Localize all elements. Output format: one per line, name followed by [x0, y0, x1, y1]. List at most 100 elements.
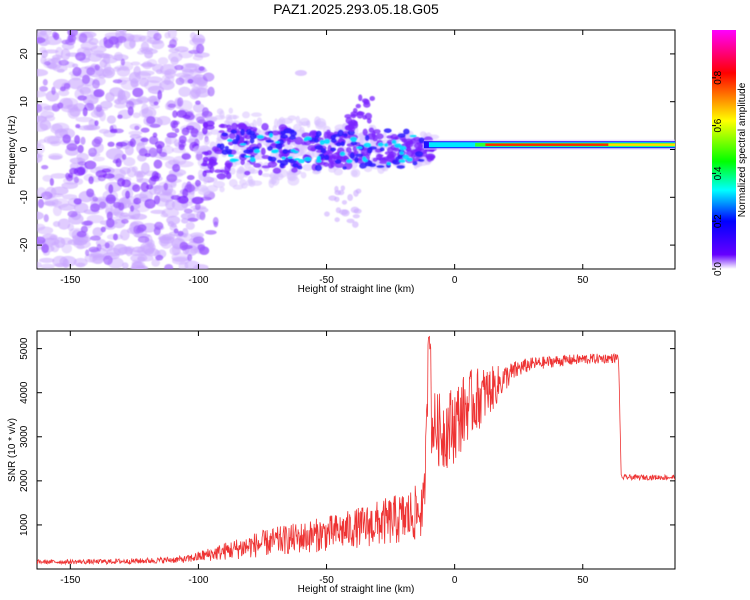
heatmap-cell [260, 147, 266, 156]
heatmap-cell [331, 152, 341, 160]
heatmap-cell [166, 132, 178, 139]
heatmap-cell [340, 140, 346, 147]
heatmap-cell [173, 228, 179, 234]
snr-series [37, 335, 675, 566]
heatmap-cell [289, 130, 298, 137]
heatmap-cell [170, 56, 179, 66]
heatmap-cell [224, 145, 229, 150]
heatmap-cell [42, 78, 48, 86]
heatmap-cell [92, 156, 105, 162]
heatmap-cell [128, 130, 143, 136]
heatmap-cell [85, 249, 90, 257]
heatmap-cell [177, 97, 184, 107]
heatmap-cell [112, 66, 122, 72]
heatmap-cell [322, 162, 330, 167]
heatmap-cell [144, 50, 154, 59]
heatmap-cell [105, 92, 115, 102]
heatmap-cell [298, 158, 305, 164]
heatmap-cell [382, 131, 387, 140]
heatmap-cell [146, 184, 154, 190]
snr-x-axis: -150 -100 -50 0 50 [60, 331, 589, 586]
heatmap-cell [45, 58, 62, 70]
heatmap-cell [195, 100, 201, 105]
heatmap-cell [235, 134, 241, 141]
heatmap-cell [50, 173, 67, 179]
heatmap-cell [61, 243, 73, 254]
heatmap-cell [352, 214, 360, 219]
heatmap-cell [155, 254, 164, 261]
heatmap-cell [306, 120, 311, 128]
heatmap-cell [88, 246, 100, 253]
heatmap-cell [125, 100, 135, 110]
heatmap-cell [75, 51, 86, 61]
heatmap-cell [412, 160, 418, 166]
heatmap-cell [114, 99, 121, 105]
heatmap-cell [140, 137, 149, 143]
heatmap-cell [112, 54, 129, 61]
heatmap-cell [178, 86, 191, 97]
heatmap-cell [353, 150, 359, 155]
heatmap-cell [205, 120, 215, 127]
heatmap-cell [88, 37, 99, 46]
heatmap-cell [335, 142, 342, 147]
spectrogram-x-tick-label: 50 [577, 275, 589, 286]
heatmap-cell [253, 163, 262, 168]
heatmap-cell [41, 191, 53, 200]
heatmap-cell [221, 149, 229, 156]
heatmap-cell [68, 172, 74, 179]
heatmap-cell [358, 94, 363, 102]
snr-x-label: Height of straight line (km) [298, 584, 415, 595]
heatmap-cell [61, 39, 70, 45]
heatmap-cell [153, 32, 162, 41]
heatmap-cell [37, 90, 47, 98]
figure-title: PAZ1.2025.293.05.18.G05 [273, 1, 439, 17]
heatmap-cell [157, 57, 169, 65]
heatmap-cell [316, 155, 321, 161]
heatmap-cell [287, 170, 296, 181]
spectrogram-x-tick-label: -100 [188, 275, 208, 286]
heatmap-cell [42, 174, 53, 182]
heatmap-cell [170, 195, 181, 201]
heatmap-cell [144, 198, 156, 209]
heatmap-cell [339, 151, 346, 157]
heatmap-cell [80, 136, 86, 145]
spectrogram-y-tick-label: 10 [19, 96, 30, 108]
heatmap-cell [82, 107, 88, 117]
heatmap-cell [279, 162, 285, 169]
heatmap-cell [366, 118, 372, 124]
heatmap-cell [391, 159, 401, 165]
heatmap-cell [413, 142, 424, 149]
heatmap-cell [183, 208, 193, 214]
heatmap-cell [75, 123, 81, 129]
heatmap-cell [194, 179, 201, 187]
heatmap-cell [93, 88, 105, 98]
spectrogram-x-tick-label: 0 [452, 275, 458, 286]
heatmap-cell [153, 159, 163, 169]
heatmap-cell [92, 196, 99, 202]
heatmap-cell [113, 201, 122, 209]
snr-line [37, 335, 675, 566]
heatmap-cell [86, 67, 96, 76]
heatmap-cell [202, 72, 215, 82]
heatmap-cell [217, 131, 222, 142]
heatmap-cell [320, 148, 327, 154]
heatmap-cell [154, 140, 165, 149]
heatmap-cell [199, 246, 210, 256]
heatmap-cell [134, 193, 148, 199]
snr-y-axis: 1000 2000 3000 4000 5000 [19, 337, 675, 536]
heatmap-cell [119, 212, 130, 218]
heatmap-cell [174, 64, 184, 71]
heatmap-cell [295, 115, 301, 124]
heatmap-cell [78, 33, 88, 43]
heatmap-cell [429, 155, 435, 161]
heatmap-cell [166, 215, 181, 225]
heatmap-cell [287, 115, 297, 121]
heatmap-cell [182, 188, 189, 198]
heatmap-cell [282, 148, 289, 155]
heatmap-cell [175, 77, 185, 86]
heatmap-cell [190, 127, 199, 138]
heatmap-cell [116, 141, 128, 147]
heatmap-cell [86, 188, 95, 198]
heatmap-cell [228, 154, 235, 158]
